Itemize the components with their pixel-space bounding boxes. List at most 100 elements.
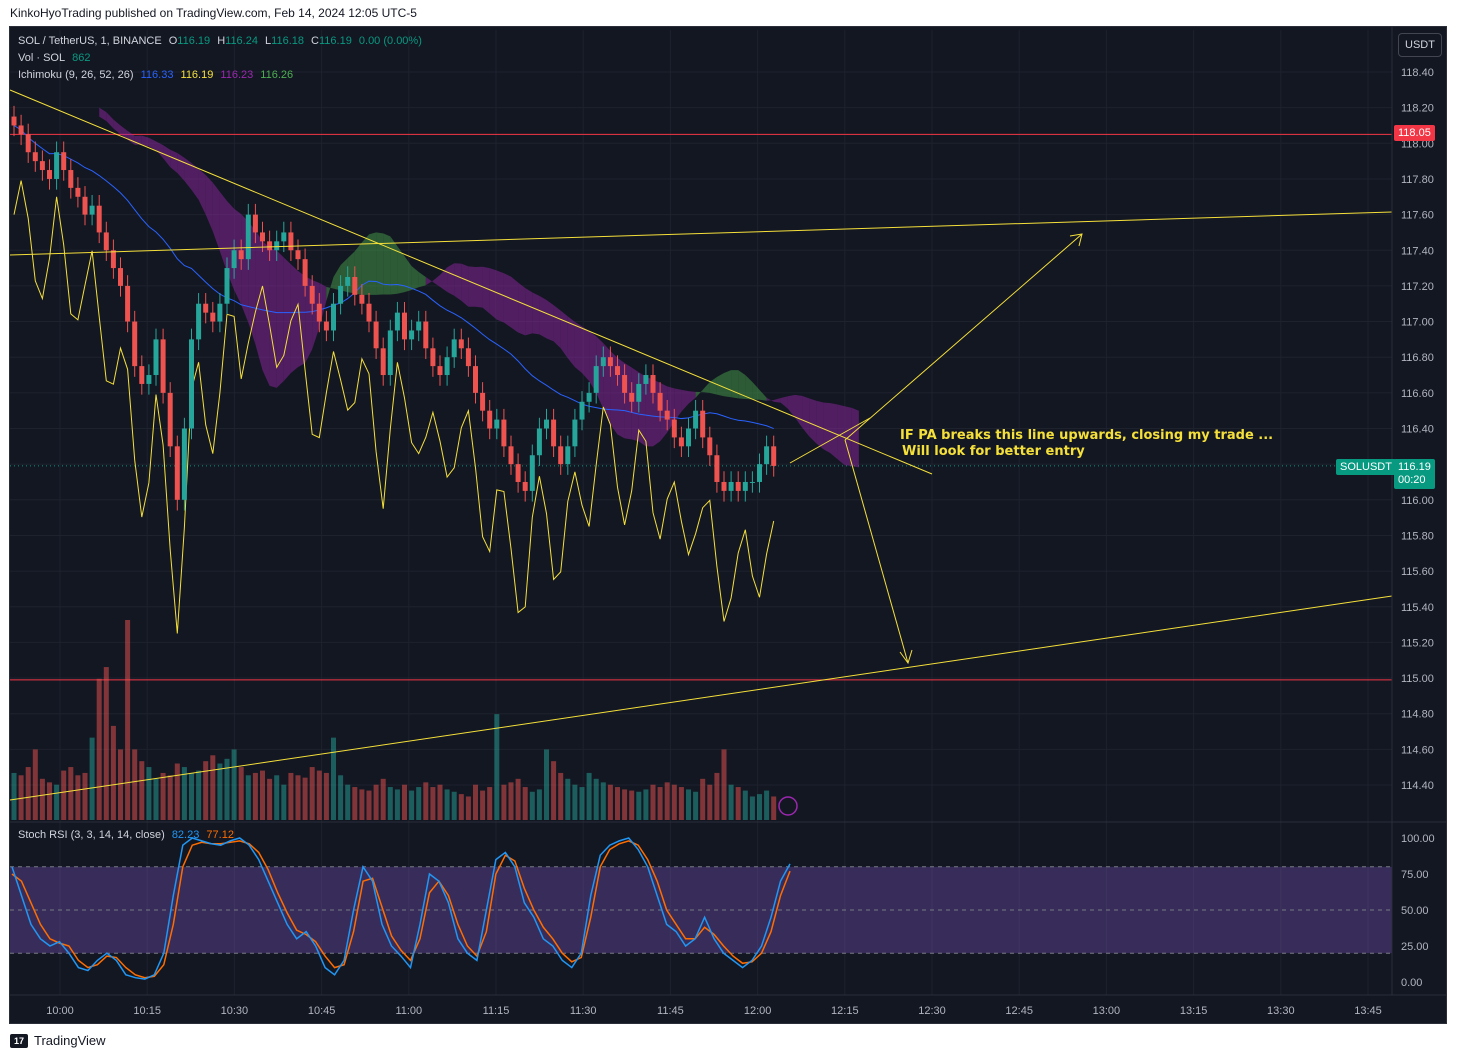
volume-bar — [629, 790, 635, 820]
time-tick-label: 13:15 — [1180, 1005, 1208, 1017]
cloud-segment — [716, 373, 724, 397]
cloud-segment — [298, 270, 306, 368]
candle-body — [231, 250, 237, 269]
cloud-segment — [560, 310, 568, 359]
chikou-line — [13, 180, 775, 634]
volume-bar — [487, 787, 493, 820]
cloud-segment — [418, 272, 426, 288]
cloud-segment — [440, 267, 448, 292]
cloud-segment — [404, 256, 412, 293]
candle-body — [118, 268, 123, 286]
candle-body — [373, 321, 379, 349]
horizontal-lines — [10, 133, 1392, 681]
price-tick-label: 117.40 — [1401, 245, 1434, 257]
ichimoku-spanb-value: 116.23 — [220, 69, 254, 81]
volume-bar — [352, 787, 358, 820]
candle-body — [416, 321, 422, 331]
price-tick-label: 114.60 — [1401, 744, 1434, 756]
open-value: 116.19 — [177, 35, 211, 47]
candle-body — [345, 276, 351, 286]
candle-body — [323, 321, 329, 331]
cloud-segment — [461, 263, 469, 307]
volume-bar — [742, 790, 748, 820]
trend-line-drawings — [9, 89, 1393, 816]
cloud-segment — [113, 119, 121, 135]
cloud-segment — [503, 273, 511, 328]
cloud-segment — [148, 137, 156, 151]
volume-bar — [68, 767, 74, 820]
footer-brand: TradingView — [34, 1033, 106, 1048]
candle-body — [686, 428, 691, 447]
volume-bar — [686, 789, 691, 820]
stoch-label: Stoch RSI (3, 3, 14, 14, close) — [18, 829, 165, 841]
cloud-segment — [553, 305, 561, 349]
footer: 17 TradingView — [10, 1033, 106, 1048]
volume-bar — [118, 749, 123, 820]
volume-bar — [664, 782, 670, 820]
candle-body — [32, 152, 38, 162]
candle-body — [572, 419, 578, 447]
cloud-segment — [127, 130, 135, 145]
volume-bar — [252, 772, 258, 820]
candle-body — [671, 419, 677, 438]
candle-body — [565, 446, 571, 465]
price-tick-label: 116.80 — [1401, 352, 1434, 364]
candle-body — [189, 339, 194, 429]
volume-bar — [501, 784, 507, 820]
cloud-segment — [603, 343, 611, 425]
cloud-segment — [163, 145, 171, 168]
volume-bar — [217, 763, 223, 820]
candle-body — [295, 250, 301, 260]
price-tick-label: 116.40 — [1401, 424, 1434, 436]
cloud-segment — [809, 398, 817, 444]
cloud-segment — [425, 276, 433, 286]
price-tick-label: 114.80 — [1401, 709, 1434, 721]
volume-bar — [572, 784, 578, 820]
cloud-segment — [539, 295, 547, 339]
ichimoku-kijun-value: 116.33 — [140, 69, 174, 81]
cloud-segment — [574, 321, 582, 374]
candle-body — [757, 464, 762, 482]
last-price-badge: 116.19 00:20 — [1394, 459, 1435, 489]
cloud-segment — [802, 395, 810, 437]
candle-body — [366, 303, 372, 322]
currency-button[interactable]: USDT — [1398, 33, 1442, 57]
volume-bar — [18, 775, 24, 820]
chart-frame[interactable] — [9, 26, 1447, 1024]
volume-bar — [579, 787, 585, 820]
ichimoku-spana-value: 116.26 — [260, 69, 294, 81]
candle-body — [409, 330, 415, 340]
candle-body — [196, 303, 202, 340]
volume-bar — [515, 778, 521, 820]
candle-body — [501, 419, 507, 447]
candle-body — [451, 339, 457, 358]
cloud-segment — [177, 152, 185, 181]
volume-bar — [650, 784, 656, 820]
candle-body — [359, 294, 365, 304]
publisher-header: KinkoHyoTrading published on TradingView… — [10, 6, 417, 20]
cloud-segment — [496, 270, 504, 323]
volume-bar — [323, 772, 329, 820]
cloud-segment — [482, 266, 490, 314]
cloud-segment — [397, 246, 405, 294]
cloud-segment — [830, 403, 838, 460]
candle-body — [544, 419, 549, 429]
candle-body — [444, 357, 450, 376]
candle-body — [160, 339, 166, 393]
volume-bar — [189, 772, 194, 820]
candle-body — [18, 125, 24, 135]
candle-body — [103, 232, 109, 251]
volume-bar — [39, 778, 45, 820]
time-tick-label: 12:15 — [831, 1005, 859, 1017]
candlesticks — [11, 105, 777, 511]
cloud-segment — [731, 370, 739, 399]
candle-body — [714, 455, 720, 482]
volume-value: 862 — [72, 52, 91, 64]
low-label: L — [265, 35, 272, 47]
cloud-segment — [780, 396, 788, 409]
replay-icon — [778, 796, 798, 816]
candle-body — [657, 392, 663, 411]
annotation-line-2: Will look for better entry — [902, 444, 1085, 459]
cloud-segment — [369, 232, 377, 295]
